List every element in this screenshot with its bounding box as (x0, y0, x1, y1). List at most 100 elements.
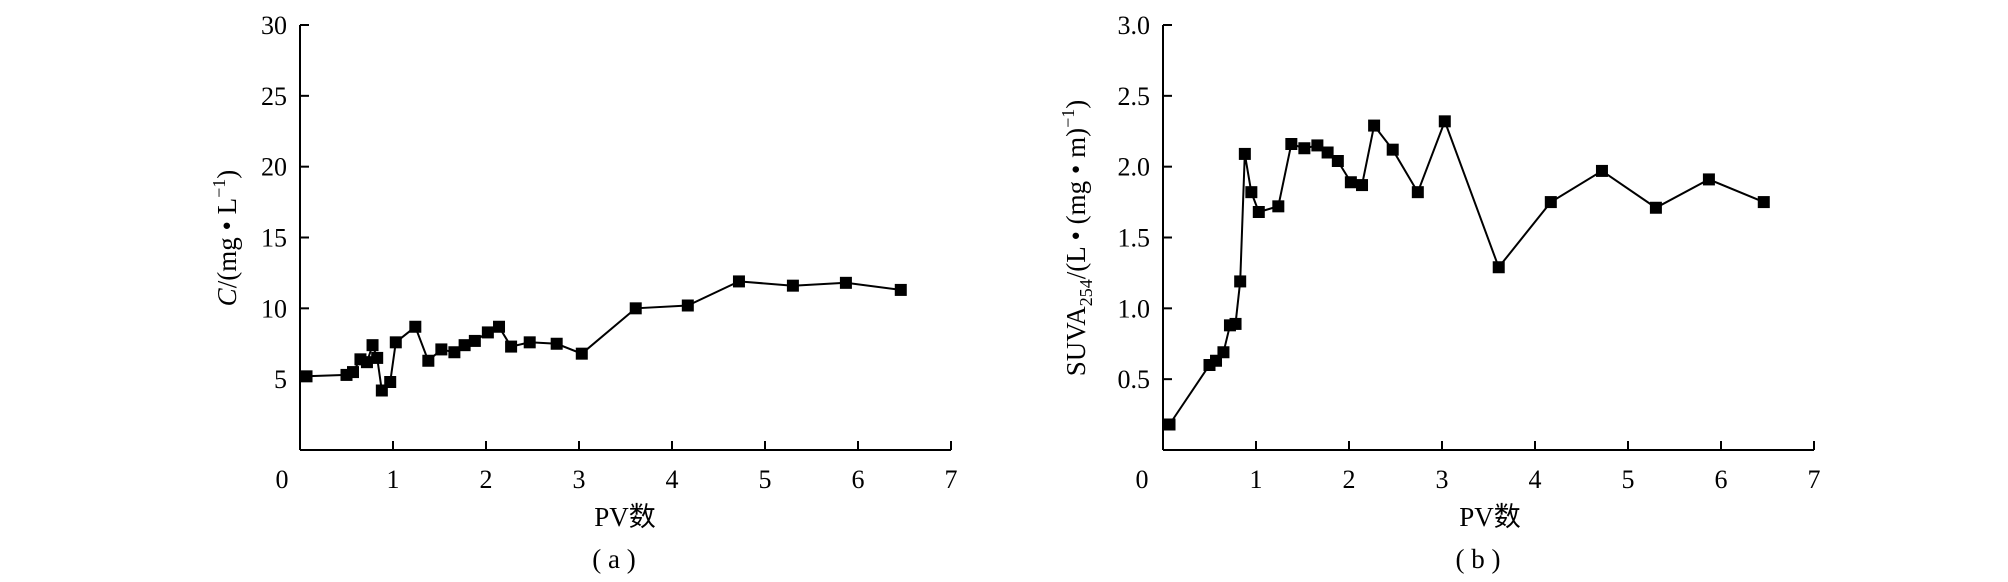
chart-b-y-title-close: ) (1061, 100, 1091, 109)
chart-b-data-point (1298, 142, 1311, 155)
chart-a-markers (300, 275, 907, 397)
chart-a-y-tick-label: 15 (261, 224, 287, 253)
chart-b-y-title-rest: /(L • (mg • m) (1061, 128, 1091, 279)
chart-a-data-point (523, 336, 536, 349)
chart-b-y-tick-label: 0.5 (1118, 365, 1151, 394)
chart-b-y-title-sup: −1 (1058, 109, 1078, 128)
chart-b-x-tick-label: 5 (1622, 465, 1635, 494)
chart-b-data-point (1238, 147, 1251, 160)
chart-a-axes (299, 25, 951, 451)
chart-a-x-tick-label: 7 (945, 465, 958, 494)
chart-a-y-tick-label: 30 (261, 11, 287, 40)
chart-b-data-point (1163, 418, 1176, 431)
chart-a-data-point (458, 339, 471, 352)
chart-a-data-point (409, 320, 422, 333)
chart-b-data-point (1217, 346, 1230, 359)
chart-a-data-point (894, 283, 907, 296)
chart-b-x-tick-label: 1 (1250, 465, 1263, 494)
chart-b-data-point (1595, 164, 1608, 177)
chart-a-y-title-sup: −1 (209, 179, 229, 198)
chart-a-y-tick-label: 5 (274, 365, 287, 394)
chart-a-data-point (505, 340, 518, 353)
chart-a-y-ticks: 5 10 15 20 25 30 (261, 11, 309, 394)
chart-b-y-title-prefix: SUVA (1061, 306, 1091, 377)
chart-b-data-point (1285, 138, 1298, 150)
chart-a-data-point (786, 279, 799, 292)
chart-a-data-point (422, 354, 435, 367)
chart-b-y-tick-label: 2.0 (1118, 153, 1151, 182)
chart-a-x-ticks: 1 2 3 4 5 6 7 (387, 441, 958, 494)
chart-a-y-title-italic: C (212, 287, 242, 306)
chart-b-origin-label: 0 (1136, 465, 1149, 494)
chart-b-y-axis-title: SUVA254/(L • (mg • m)−1) (1058, 100, 1096, 377)
chart-b-data-point (1331, 155, 1344, 167)
chart-a-panel-label: ( a ) (592, 544, 635, 574)
chart-b-markers (1163, 115, 1770, 431)
chart-a-y-tick-label: 25 (261, 82, 287, 111)
chart-a-data-point (839, 276, 852, 289)
chart-b-x-tick-label: 2 (1343, 465, 1356, 494)
chart-a-data-point (493, 320, 506, 333)
chart-a-data-point (435, 343, 448, 356)
chart-a-origin-label: 0 (276, 465, 289, 494)
chart-b-y-tick-label: 1.0 (1118, 294, 1151, 323)
chart-b-y-title-sub: 254 (1076, 279, 1096, 306)
chart-b-y-ticks: 0.5 1.0 1.5 2.0 2.5 3.0 (1118, 11, 1172, 394)
chart-a-y-tick-label: 10 (261, 294, 287, 323)
chart-b-data-point (1386, 143, 1399, 156)
chart-a-data-point (629, 302, 642, 315)
chart-b-y-tick-label: 3.0 (1118, 11, 1151, 40)
chart-a-data-point (360, 356, 373, 369)
chart-b-x-axis-title: PV数 (1459, 502, 1521, 532)
chart-a-data-point (448, 346, 461, 359)
chart-b-data-point (1272, 200, 1285, 213)
chart-b-x-tick-label: 3 (1436, 465, 1449, 494)
chart-a-data-point (347, 366, 360, 379)
chart-a-x-tick-label: 3 (573, 465, 586, 494)
chart-a-data-point (681, 299, 694, 312)
chart-a-data-point (366, 339, 379, 352)
chart-a-x-tick-label: 5 (759, 465, 772, 494)
chart-a-data-point (300, 370, 313, 383)
chart-b-data-point (1649, 201, 1662, 214)
chart-b-data-point (1252, 206, 1265, 218)
chart-a-data-point (384, 376, 397, 388)
chart-a-data-point (389, 336, 402, 349)
chart-a-x-tick-label: 6 (852, 465, 865, 494)
chart-b-data-point (1356, 179, 1369, 192)
chart-a-y-axis-title: C/(mg • L−1) (209, 170, 242, 307)
chart-b-data-point (1368, 119, 1381, 132)
chart-a-data-point (575, 347, 588, 360)
chart-a-y-title-close: ) (212, 170, 242, 179)
chart-b-data-point (1245, 186, 1258, 199)
chart-b: 1 2 3 4 5 6 7 0.5 1.0 1.5 2.0 2.5 3.0 0 PV数 SUVA254… (1058, 11, 1821, 574)
chart-a-y-tick-label: 20 (261, 153, 287, 182)
chart-b-data-point (1229, 317, 1242, 330)
chart-a-x-tick-label: 1 (387, 465, 400, 494)
chart-b-data-point (1411, 186, 1424, 199)
chart-b-data-point (1321, 146, 1334, 159)
chart-b-panel-label: ( b ) (1456, 544, 1501, 574)
chart-b-data-point (1344, 176, 1357, 189)
chart-b-x-tick-label: 6 (1715, 465, 1728, 494)
chart-b-x-tick-label: 7 (1808, 465, 1821, 494)
chart-b-series-line (1168, 118, 1765, 426)
chart-a-data-point (481, 326, 494, 339)
chart-b-data-point (1492, 261, 1505, 274)
chart-b-x-ticks: 1 2 3 4 5 6 7 (1250, 441, 1821, 494)
chart-a-x-tick-label: 4 (666, 465, 679, 494)
chart-b-data-point (1311, 139, 1324, 152)
chart-a-x-axis-title: PV数 (594, 502, 656, 532)
chart-a-series-line (306, 280, 901, 393)
chart-b-data-point (1438, 115, 1451, 128)
chart-b-data-point (1544, 196, 1557, 209)
chart-b-data-point (1234, 275, 1247, 288)
chart-a-y-title-rest: /(mg • L (212, 198, 242, 288)
chart-b-x-tick-label: 4 (1529, 465, 1542, 494)
chart-a-data-point (468, 334, 481, 347)
chart-a-data-point (371, 351, 384, 364)
chart-a-x-tick-label: 2 (480, 465, 493, 494)
chart-b-data-point (1757, 196, 1770, 209)
chart-b-y-tick-label: 1.5 (1118, 224, 1151, 253)
